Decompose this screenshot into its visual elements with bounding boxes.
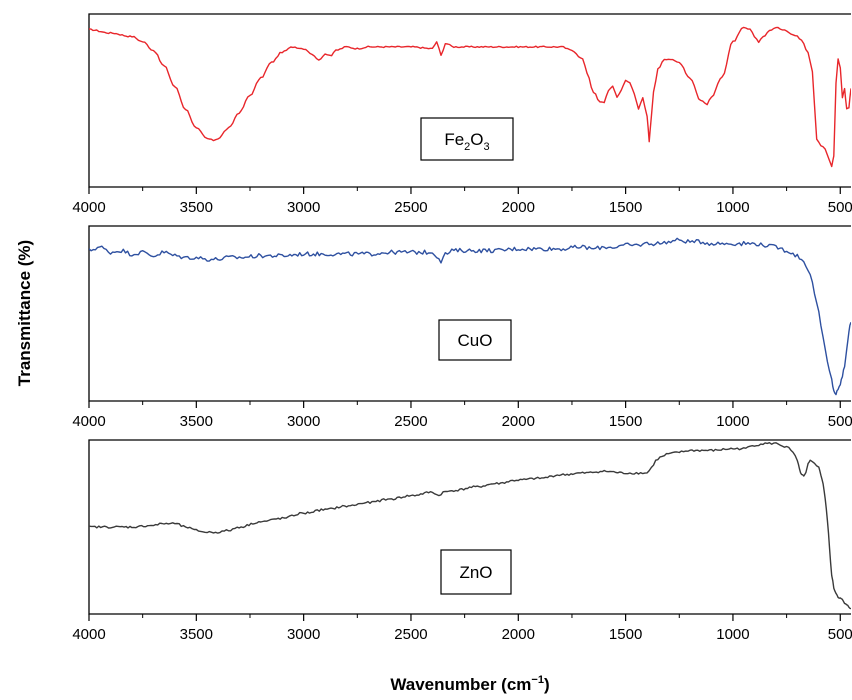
x-tick-label-fe2o3-1500: 1500 <box>609 199 642 216</box>
series-label-part-fe2o3-3: 3 <box>484 141 490 153</box>
y-axis-title: Transmittance (%) <box>15 240 34 386</box>
x-tick-label-zno-1500: 1500 <box>609 626 642 643</box>
x-axis-title-superscript: −1 <box>531 674 544 686</box>
panels-group: 4000 3500 3000 2500 2000 1500 1000 500Fe2O34000… <box>72 13 852 643</box>
x-tick-label-zno-3500: 3500 <box>180 626 213 643</box>
x-tick-label-fe2o3-1000: 1000 <box>716 199 749 216</box>
series-line-fe2o3 <box>89 26 851 168</box>
series-label-box-fe2o3 <box>420 117 514 161</box>
panel-zno: 4000 3500 3000 2500 2000 1500 1000 500 ZnO <box>72 439 852 643</box>
x-tick-label-cuo-4000: 4000 <box>72 413 105 430</box>
series-line-zno <box>89 442 851 610</box>
x-tick-label-cuo-1500: 1500 <box>609 413 642 430</box>
x-tick-label-fe2o3-2000: 2000 <box>502 199 535 216</box>
panel-fe2o3: 4000 3500 3000 2500 2000 1500 1000 500 Fe2O3 <box>72 13 852 216</box>
x-axis-title-close: ) <box>544 675 550 694</box>
x-tick-label-fe2o3-500: 500 <box>828 199 852 216</box>
series-label-part-fe2o3-2: O <box>470 130 483 149</box>
panel-frame-fe2o3 <box>88 13 851 188</box>
x-tick-label-fe2o3-2500: 2500 <box>394 199 427 216</box>
panel-frame-cuo <box>88 225 851 402</box>
x-tick-label-fe2o3-3000: 3000 <box>287 199 320 216</box>
x-tick-label-zno-3000: 3000 <box>287 626 320 643</box>
x-tick-label-cuo-3000: 3000 <box>287 413 320 430</box>
series-line-cuo <box>89 237 851 396</box>
x-tick-label-fe2o3-3500: 3500 <box>180 199 213 216</box>
series-label-box-cuo <box>438 319 512 361</box>
x-tick-label-cuo-1000: 1000 <box>716 413 749 430</box>
panel-cuo: 4000 3500 3000 2500 2000 1500 1000 500 CuO <box>72 225 852 430</box>
series-label-zno: ZnO <box>459 563 492 582</box>
x-tick-label-zno-1000: 1000 <box>716 626 749 643</box>
x-tick-label-zno-2500: 2500 <box>394 626 427 643</box>
x-tick-label-fe2o3-4000: 4000 <box>72 199 105 216</box>
x-tick-label-cuo-2000: 2000 <box>502 413 535 430</box>
x-tick-label-cuo-500: 500 <box>828 413 852 430</box>
series-label-part-fe2o3-0: Fe <box>444 130 464 149</box>
x-tick-label-zno-500: 500 <box>828 626 852 643</box>
x-axis-title-main: Wavenumber (cm <box>390 675 531 694</box>
series-label-cuo: CuO <box>458 331 493 350</box>
x-tick-label-cuo-3500: 3500 <box>180 413 213 430</box>
panel-frame-zno <box>88 439 851 615</box>
series-label-box-zno <box>440 549 512 595</box>
x-tick-label-cuo-2500: 2500 <box>394 413 427 430</box>
series-label-part-fe2o3-1: 2 <box>464 141 470 153</box>
series-label-fe2o3: Fe2O3 <box>444 130 489 153</box>
x-tick-label-zno-2000: 2000 <box>502 626 535 643</box>
x-tick-label-zno-4000: 4000 <box>72 626 105 643</box>
x-axis-title: Wavenumber (cm−1) <box>390 674 549 694</box>
